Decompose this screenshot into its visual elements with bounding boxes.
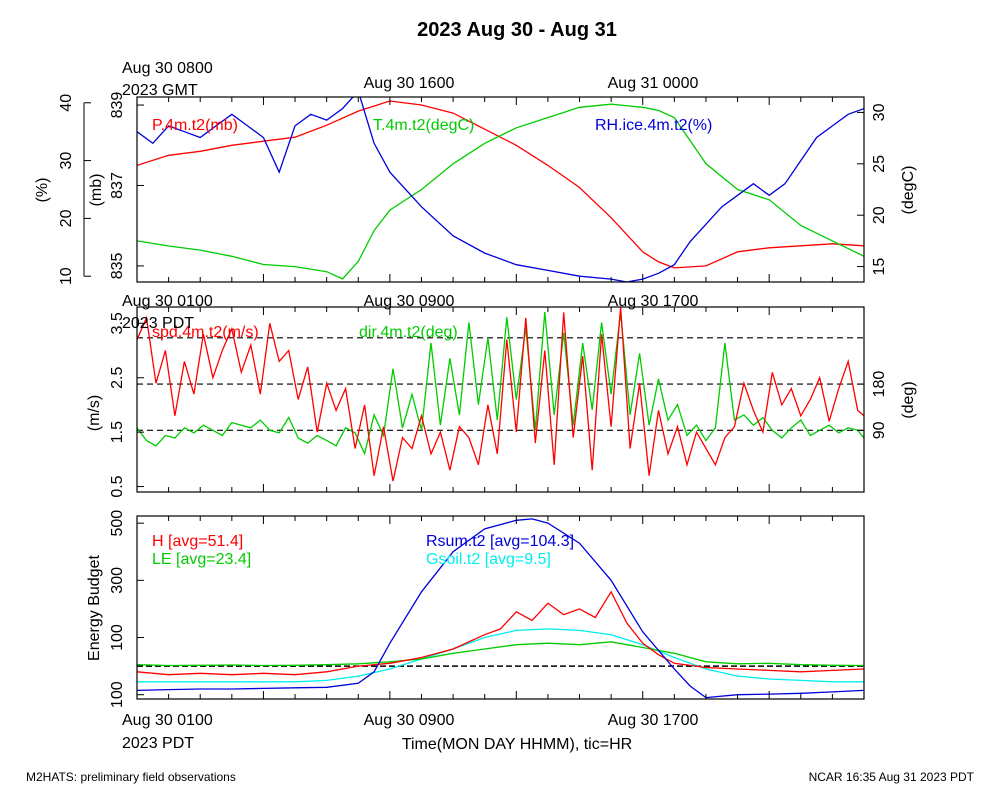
bottom-mid-label: Aug 30 0900	[364, 712, 455, 729]
spd-tick-label: 1.5	[109, 421, 126, 443]
thermo-legend-2: RH.ice.4m.t2(%)	[595, 117, 712, 134]
rh-axis-label: (%)	[34, 178, 51, 203]
wind-series-1	[137, 312, 864, 456]
rh-tick-label: 20	[58, 209, 75, 227]
rh-tick-label: 30	[58, 152, 75, 170]
energy-tick-label: 100	[109, 624, 126, 651]
energy-axis-label: Energy Budget	[86, 555, 103, 661]
p2-mid-label: Aug 30 0900	[364, 293, 455, 310]
footer-left: M2HATS: preliminary field observations	[26, 770, 236, 784]
energy-series-0	[137, 590, 864, 676]
bottom-start-label-line1: Aug 30 0100	[122, 712, 213, 729]
p2-start-label-line1: Aug 30 0100	[122, 293, 213, 310]
rh-tick-label: 10	[58, 267, 75, 285]
gmt-mid-label: Aug 30 1600	[364, 75, 455, 92]
spd-tick-label: 3.5	[109, 312, 126, 334]
x-axis-label: Time(MON DAY HHMM), tic=HR	[402, 736, 632, 753]
t-tick-label: 15	[871, 258, 888, 276]
thermo-series-1	[137, 103, 864, 280]
t-tick-label: 30	[871, 103, 888, 121]
footer-right: NCAR 16:35 Aug 31 2023 PDT	[809, 770, 975, 784]
wind-panel-frame	[136, 306, 865, 493]
wind-legend-1: dir.4m.t2(deg)	[359, 324, 458, 341]
dir-tick-label: 180	[871, 371, 888, 398]
energy-panel: 100 100 300 500 Energy Budget H [avg=51.4]LE…	[86, 510, 865, 708]
thermo-series-2	[137, 97, 864, 282]
t-tick-label: 25	[871, 155, 888, 173]
wind-panel: 0.5 1.5 2.5 3.5 (m/s) 90 180 (deg) spd.4m.t2(m/…	[86, 306, 917, 498]
dir-axis-label: (deg)	[900, 381, 917, 418]
energy-tick-label: 100	[109, 681, 126, 708]
energy-legend-2: Rsum.t2 [avg=104.3]	[426, 533, 574, 550]
gmt-end-label: Aug 31 0000	[608, 75, 699, 92]
bottom-start-label-line2: 2023 PDT	[122, 735, 194, 752]
wind-series-0	[137, 307, 864, 482]
gmt-start-label-line1: Aug 30 0800	[122, 60, 213, 77]
p-tick-label: 839	[109, 92, 126, 119]
energy-panel-frame	[136, 515, 865, 700]
spd-axis-label: (m/s)	[86, 395, 103, 431]
energy-series-3	[137, 628, 864, 683]
spd-tick-label: 2.5	[109, 367, 126, 389]
p-tick-label: 837	[109, 172, 126, 199]
t-axis-label: (degC)	[900, 166, 917, 215]
p2-end-label: Aug 30 1700	[608, 293, 699, 310]
chart-title: 2023 Aug 30 - Aug 31	[417, 19, 617, 41]
p-tick-label: 835	[109, 252, 126, 279]
energy-tick-label: 300	[109, 567, 126, 594]
spd-tick-label: 0.5	[109, 475, 126, 497]
energy-series-1	[137, 641, 864, 667]
gmt-start-label-line2: 2023 GMT	[122, 82, 198, 99]
energy-legend-3: Gsoil.t2 [avg=9.5]	[426, 551, 551, 568]
thermo-legend-1: T.4m.t2(degC)	[373, 117, 474, 134]
wind-legend-0: spd.4m.t2(m/s)	[152, 324, 259, 341]
p2-start-label-line2: 2023 PDT	[122, 315, 194, 332]
dir-tick-label: 90	[871, 421, 888, 439]
thermo-panel: 10 20 30 40 (%) 835 837 839 (mb) 15 20 25 30 (degC) P…	[34, 92, 917, 286]
energy-legend-1: LE [avg=23.4]	[152, 551, 251, 568]
thermo-panel-frame	[136, 96, 865, 283]
thermo-series-0	[137, 100, 864, 269]
energy-legend-0: H [avg=51.4]	[152, 533, 243, 550]
t-tick-label: 20	[871, 206, 888, 224]
p-axis-label: (mb)	[88, 174, 105, 207]
thermo-legend-0: P.4m.t2(mb)	[152, 117, 238, 134]
rh-tick-label: 40	[58, 94, 75, 112]
bottom-end-label: Aug 30 1700	[608, 712, 699, 729]
energy-tick-label: 500	[109, 510, 126, 537]
